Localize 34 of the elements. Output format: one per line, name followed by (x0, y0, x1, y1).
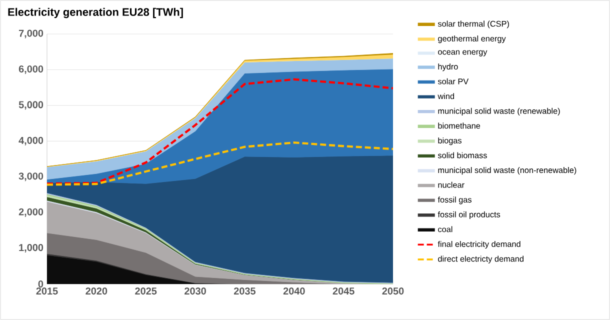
x-tick-label: 2015 (36, 288, 58, 295)
legend-label: fossil oil products (438, 211, 500, 220)
y-tick-label: 7,000 (18, 30, 44, 38)
legend-label: ocean energy (438, 50, 488, 56)
legend-label: coal (438, 226, 452, 232)
x-tick-label: 2045 (332, 288, 354, 295)
y-tick-label: 2,000 (18, 208, 44, 217)
y-tick-label: 3,000 (18, 172, 44, 182)
legend-label: wind (438, 93, 454, 100)
x-tick-label: 2035 (234, 288, 256, 295)
y-tick-label: 6,000 (18, 65, 44, 74)
y-tick-label: 5,000 (18, 101, 44, 110)
legend-label: solid biomass (438, 152, 487, 158)
legend-label: biomethane (438, 122, 480, 129)
legend-label: solar PV (438, 78, 469, 84)
legend-label: hydro (438, 64, 458, 72)
legend-label: municipal solid waste (non-renewable) (438, 167, 576, 175)
y-tick-label: 1,000 (19, 244, 44, 253)
legend-label: biogas (438, 137, 462, 146)
legend-label: final electricity demand (438, 240, 520, 249)
y-tick-label: 4,000 (18, 136, 44, 146)
x-tick-label: 2020 (86, 288, 108, 295)
y-tick-label: 0 (38, 280, 44, 288)
chart-title: Electricity generation EU28 [TWh] (8, 8, 183, 18)
x-tick-label: 2025 (135, 288, 157, 295)
legend-label: direct electricty demand (438, 256, 524, 264)
legend-label: nuclear (438, 182, 464, 188)
x-tick-label: 2050 (382, 288, 404, 295)
x-tick-label: 2030 (184, 288, 206, 295)
legend-label: fossil gas (438, 196, 472, 204)
legend-label: geothermal energy (438, 35, 506, 44)
x-tick-label: 2040 (283, 288, 305, 295)
legend-label: solar thermal (CSP) (438, 20, 509, 28)
legend-label: municipal solid waste (renewable) (438, 108, 560, 116)
